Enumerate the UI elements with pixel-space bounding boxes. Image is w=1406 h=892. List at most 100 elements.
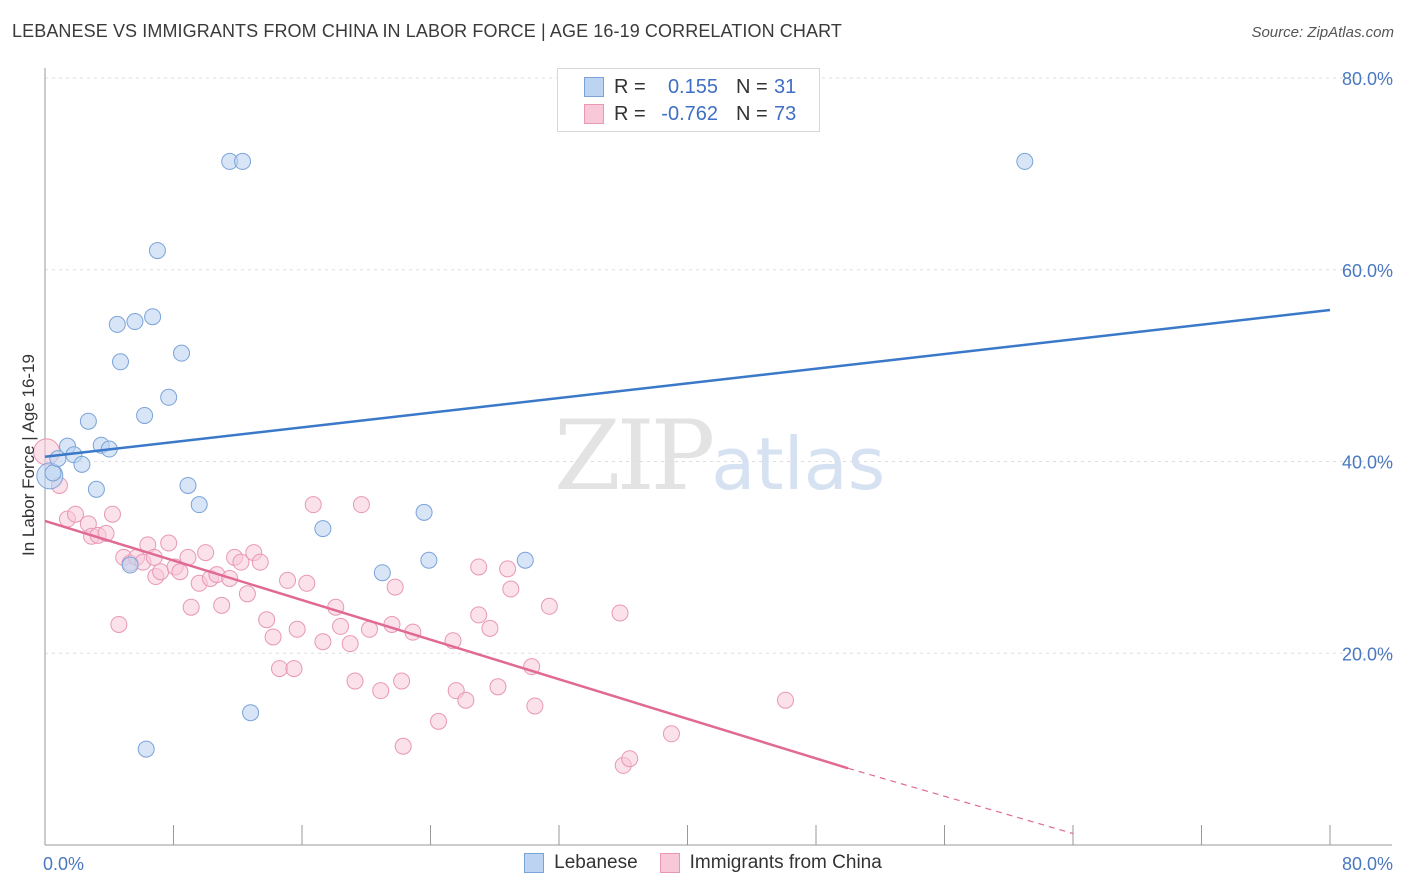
lebanese-point [314, 520, 332, 538]
china-point [457, 691, 475, 709]
lebanese-point [415, 503, 433, 521]
china-point [264, 628, 282, 646]
china-point [611, 604, 629, 622]
china-point [621, 750, 639, 768]
legend-item-lebanese[interactable]: Lebanese [524, 852, 638, 874]
china-point [182, 598, 200, 616]
lebanese-point [173, 344, 191, 362]
legend-row-china: R = -0.762 N = 73 [584, 102, 796, 126]
r-value: 0.155 [667, 75, 718, 98]
lebanese-swatch [524, 853, 545, 873]
china-point [171, 563, 189, 581]
lebanese-point [136, 406, 154, 424]
china-point [502, 580, 520, 598]
chart-title: LEBANESE VS IMMIGRANTS FROM CHINA IN LAB… [12, 21, 842, 41]
series-legend: Lebanese Immigrants from China [0, 852, 1406, 874]
lebanese-point [1016, 152, 1034, 170]
lebanese-point [373, 564, 391, 582]
china-point [332, 617, 350, 635]
lebanese-point [420, 551, 438, 569]
china-point [372, 682, 390, 700]
china-point [662, 725, 680, 743]
correlation-legend: R = 0.155 N = 31 R = -0.762 N = 73 [557, 68, 820, 132]
r-label: R = [614, 75, 646, 98]
china-point [103, 505, 121, 523]
y-tick-label: 40.0% [1342, 453, 1393, 473]
china-point [251, 553, 269, 571]
china-point [393, 672, 411, 690]
lebanese-point [148, 242, 166, 260]
series-immigrants-from-china [33, 438, 794, 774]
china-point [540, 597, 558, 615]
y-tick-label: 60.0% [1342, 261, 1393, 281]
china-point [352, 496, 370, 514]
lebanese-point [234, 152, 252, 170]
china-point [386, 578, 404, 596]
china-point [489, 678, 507, 696]
china-point [160, 534, 178, 552]
china-point [346, 672, 364, 690]
series-lebanese [36, 152, 1034, 758]
china-point [232, 553, 250, 571]
china-point [67, 505, 85, 523]
lebanese-point [179, 476, 197, 494]
x-tick-label: 0.0% [43, 854, 84, 874]
y-axis-title: In Labor Force | Age 16-19 [19, 354, 38, 556]
china-point [776, 691, 794, 709]
china-point [258, 611, 276, 629]
china-point [341, 635, 359, 653]
china-point [481, 619, 499, 637]
china-trend-line [44, 519, 849, 770]
lebanese-point [144, 308, 162, 326]
china-point [314, 633, 332, 651]
n-value: 73 [774, 102, 797, 125]
china-point [298, 574, 316, 592]
lebanese-point [160, 388, 178, 406]
china-trend-extension [847, 767, 1074, 835]
china-point [279, 571, 297, 589]
china-point [285, 660, 303, 678]
watermark: ZIPatlas [554, 400, 885, 512]
n-label: N = [736, 102, 768, 125]
n-label: N = [736, 75, 768, 98]
china-point [394, 737, 412, 755]
lebanese-point [126, 313, 144, 331]
y-tick-label: 20.0% [1342, 644, 1393, 664]
legend-row-lebanese: R = 0.155 N = 31 [584, 75, 796, 99]
legend-item-china[interactable]: Immigrants from China [659, 852, 882, 874]
lebanese-swatch [584, 77, 604, 97]
lebanese-point [121, 556, 139, 574]
lebanese-point [73, 455, 91, 473]
china-point [152, 563, 170, 581]
china-point [197, 544, 215, 562]
lebanese-point [190, 496, 208, 514]
x-tick-label: 80.0% [1342, 854, 1393, 874]
r-label: R = [614, 102, 646, 125]
r-value: -0.762 [661, 102, 718, 125]
china-point [288, 620, 306, 638]
china-point [470, 606, 488, 624]
china-point [499, 560, 517, 578]
china-point [304, 496, 322, 514]
legend-label-lebanese: Lebanese [554, 852, 638, 873]
watermark-atlas: atlas [711, 422, 886, 506]
china-point [110, 615, 128, 633]
lebanese-point [516, 551, 534, 569]
legend-label-china: Immigrants from China [689, 852, 882, 873]
lebanese-point [79, 412, 97, 430]
lebanese-point [108, 315, 126, 333]
trend-lines [44, 308, 1331, 835]
china-point [213, 596, 231, 614]
lebanese-point [44, 464, 62, 482]
lebanese-trend-line [44, 308, 1331, 458]
lebanese-point [242, 704, 260, 722]
china-point [470, 558, 488, 576]
n-value: 31 [774, 75, 797, 98]
china-swatch [659, 853, 680, 873]
china-swatch [584, 104, 604, 124]
china-point [238, 585, 256, 603]
china-point [526, 697, 544, 715]
lebanese-point [111, 353, 129, 371]
y-tick-label: 80.0% [1342, 69, 1393, 89]
